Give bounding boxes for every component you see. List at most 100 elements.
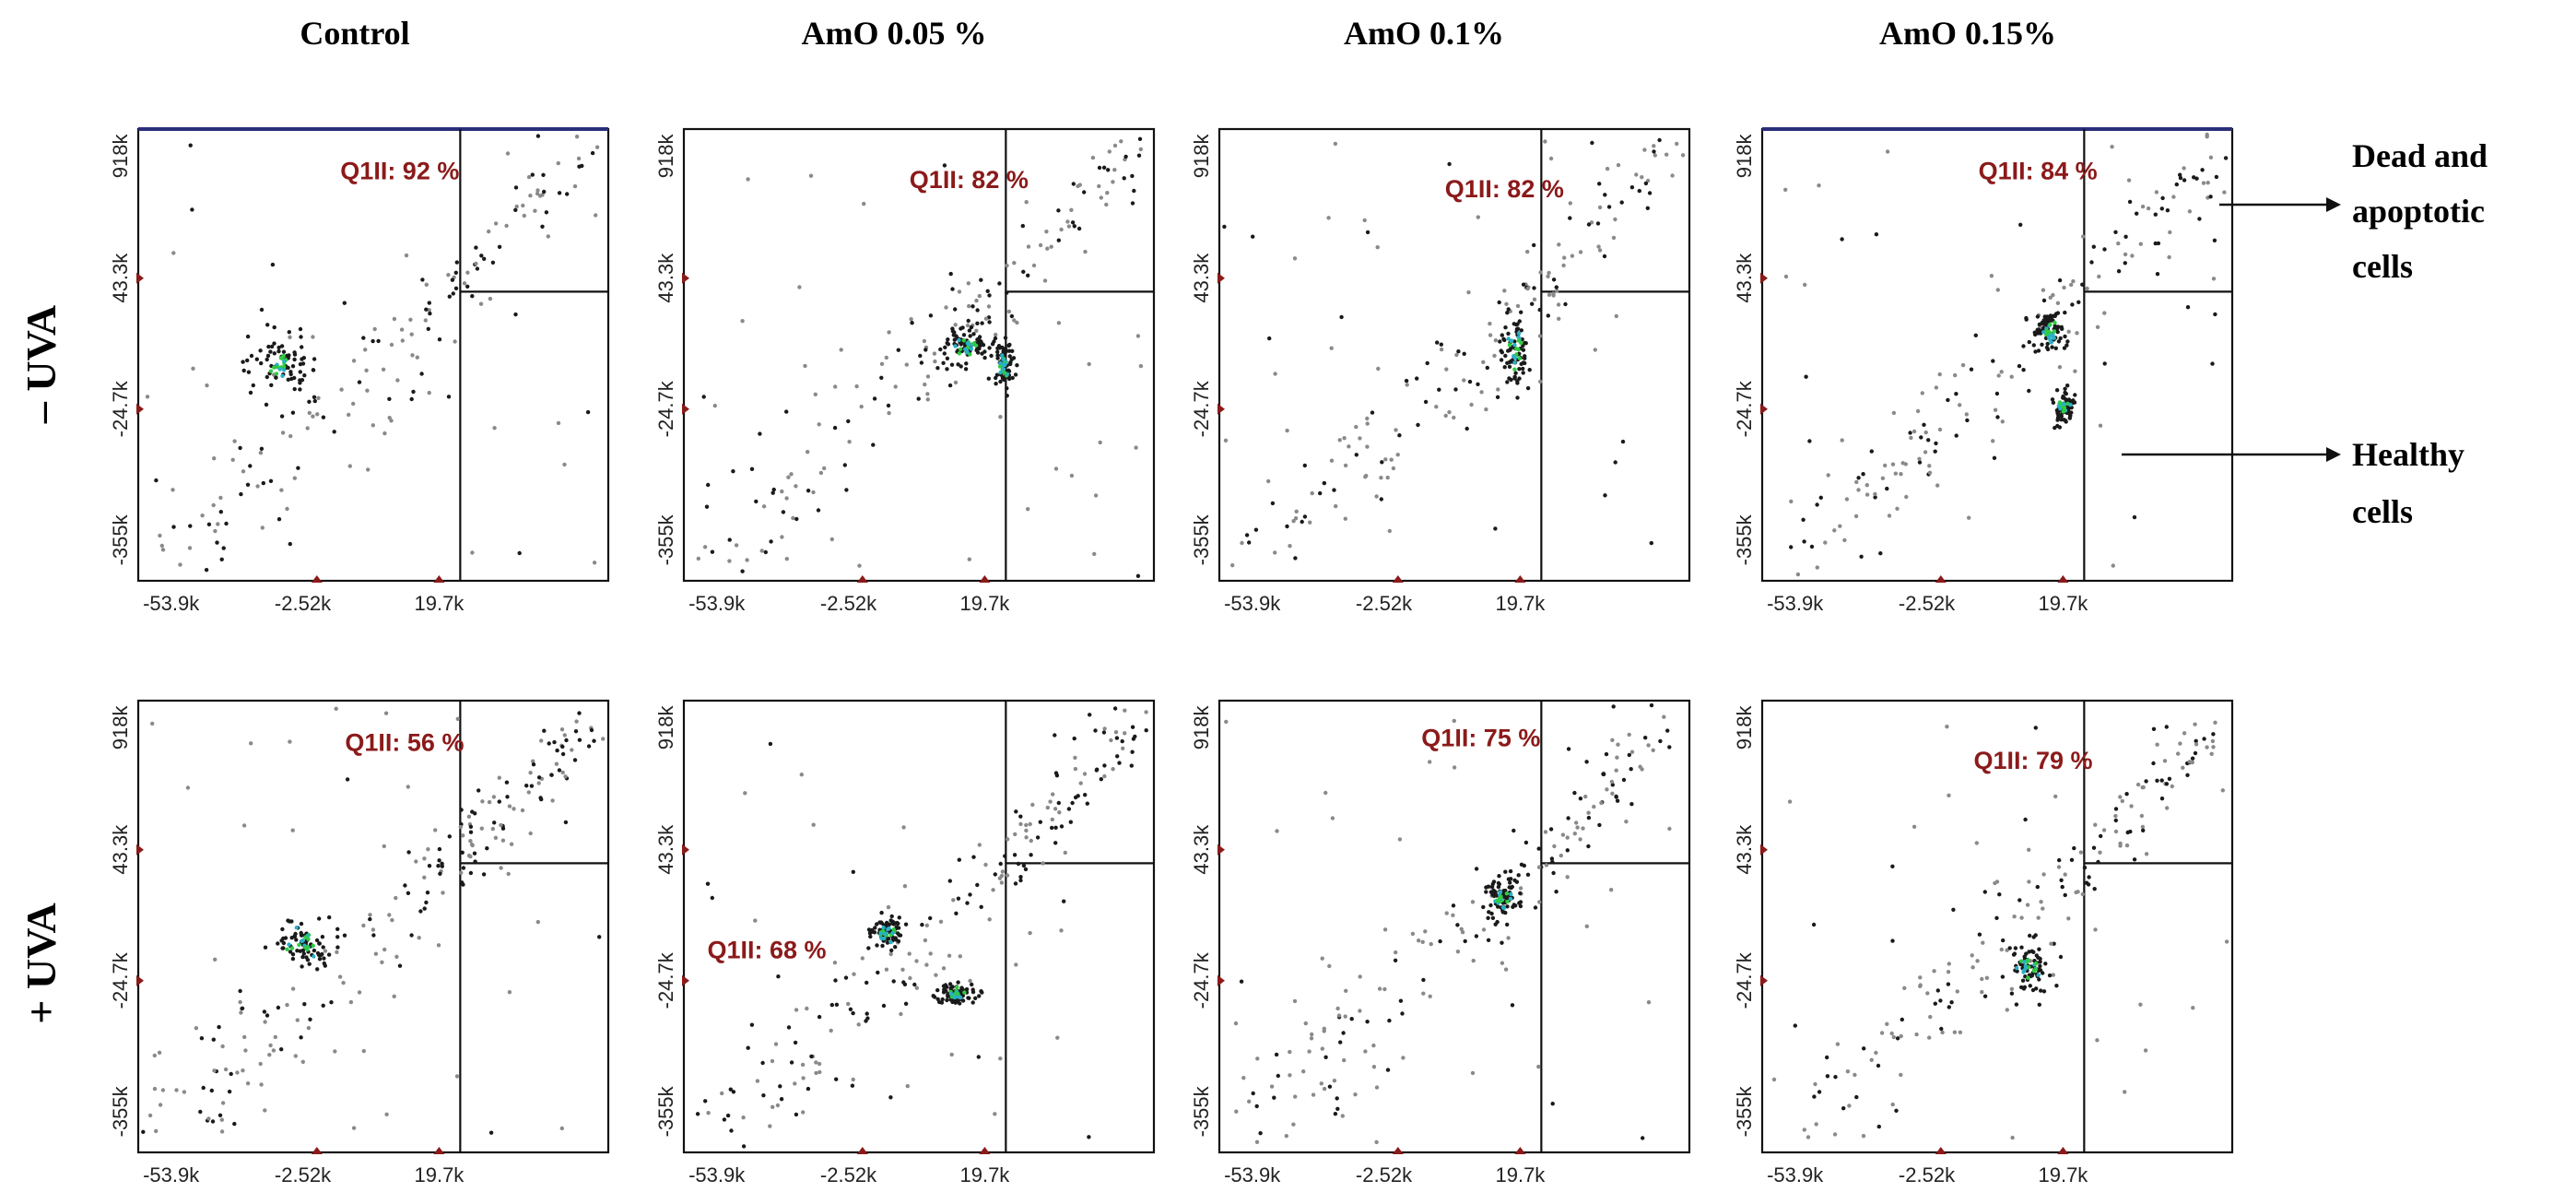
data-point: [1428, 994, 1432, 999]
x-tick-label: 19.7k: [959, 592, 1010, 615]
axis-marker: [2057, 1147, 2069, 1154]
data-point: [860, 956, 865, 961]
data-point: [382, 844, 386, 849]
data-point: [1825, 1055, 1829, 1060]
data-point: [928, 915, 933, 921]
data-point: [886, 403, 891, 408]
data-point: [2153, 212, 2158, 217]
data-point: [1114, 736, 1120, 740]
data-point: [1652, 149, 1656, 154]
data-point: [1005, 394, 1009, 398]
data-point: [371, 338, 375, 344]
data-point: [279, 414, 285, 419]
data-point: [1024, 828, 1029, 833]
data-point: [1415, 376, 1419, 381]
data-point: [1395, 453, 1400, 457]
data-point: [341, 980, 346, 986]
scatter-panel: Q1II: 79 %-53.9k -2.52k 19.7k-355k-24.7k43…: [1733, 699, 2234, 1186]
data-point: [1560, 832, 1566, 837]
data-point: [387, 396, 392, 401]
data-point: [422, 875, 427, 879]
data-point: [300, 1059, 305, 1065]
data-point: [547, 741, 551, 746]
data-point: [1136, 153, 1142, 158]
data-point: [2042, 314, 2047, 319]
data-point: [1826, 473, 1830, 478]
data-point: [382, 947, 387, 952]
data-point: [1864, 492, 1870, 497]
data-point: [761, 1093, 766, 1098]
data-point: [990, 342, 995, 347]
data-point: [245, 358, 250, 363]
data-point: [1516, 873, 1521, 878]
data-point: [1423, 929, 1428, 934]
data-point: [529, 784, 535, 788]
data-point: [1864, 483, 1870, 488]
data-point: [347, 464, 352, 468]
data-point: [1001, 357, 1006, 362]
data-point: [1937, 427, 1943, 432]
data-point: [286, 377, 290, 382]
data-point: [437, 858, 441, 863]
data-point: [1474, 934, 1479, 938]
data-point: [2041, 971, 2045, 975]
data-point: [2009, 991, 2015, 996]
data-point: [462, 281, 467, 286]
data-point: [1818, 495, 1824, 500]
data-point: [2139, 813, 2145, 819]
data-point: [468, 839, 473, 844]
data-point: [797, 285, 802, 289]
data-point: [1362, 218, 1367, 223]
data-point: [1109, 738, 1113, 743]
data-point: [1946, 970, 1951, 974]
data-point: [296, 466, 300, 470]
data-point: [433, 828, 438, 832]
data-point: [274, 372, 279, 376]
scatter-panel: Q1II: 82 %-53.9k -2.52k 19.7k-355k-24.7k43…: [1190, 127, 1691, 615]
data-point: [975, 882, 980, 888]
data-point: [1646, 743, 1651, 748]
data-point: [1462, 378, 1466, 383]
data-point: [1320, 1046, 1325, 1051]
x-tick-label: -2.52k: [820, 592, 877, 615]
data-point: [1387, 1018, 1392, 1023]
data-point: [1530, 301, 1535, 306]
data-point: [2155, 778, 2159, 783]
y-tick-label: -355k: [1733, 513, 1756, 565]
data-point: [2017, 363, 2022, 369]
data-point: [862, 201, 866, 207]
data-point: [539, 738, 544, 743]
data-point: [475, 266, 480, 271]
data-point: [1106, 168, 1111, 172]
data-point: [245, 334, 251, 339]
data-point: [899, 1011, 903, 1017]
data-point: [1517, 319, 1523, 324]
data-point: [1596, 244, 1601, 249]
data-point: [311, 943, 315, 949]
data-point: [447, 834, 452, 839]
data-point: [459, 808, 464, 812]
data-point: [1481, 927, 1487, 932]
data-point: [1517, 367, 1522, 372]
data-point: [264, 402, 269, 407]
data-point: [209, 1088, 214, 1093]
data-point: [1344, 988, 1348, 994]
scatter-panel: Q1II: 84 %-53.9k -2.52k 19.7k-355k-24.7k43…: [1733, 127, 2234, 615]
axis-marker: [979, 1147, 991, 1154]
y-tick-label: 918k: [1733, 705, 1756, 750]
data-point: [1993, 880, 1997, 886]
data-point: [552, 739, 557, 745]
data-point: [387, 913, 392, 917]
data-point: [426, 326, 430, 331]
data-point: [366, 467, 371, 472]
data-point: [254, 357, 259, 361]
data-point: [1092, 551, 1097, 557]
data-point: [1123, 154, 1128, 159]
data-point: [761, 504, 767, 509]
data-point: [194, 1026, 199, 1031]
data-point: [500, 838, 506, 843]
data-point: [1651, 748, 1655, 752]
data-point: [1523, 340, 1527, 346]
data-point: [2190, 760, 2194, 765]
healthy-arrow-head: [2326, 447, 2341, 462]
